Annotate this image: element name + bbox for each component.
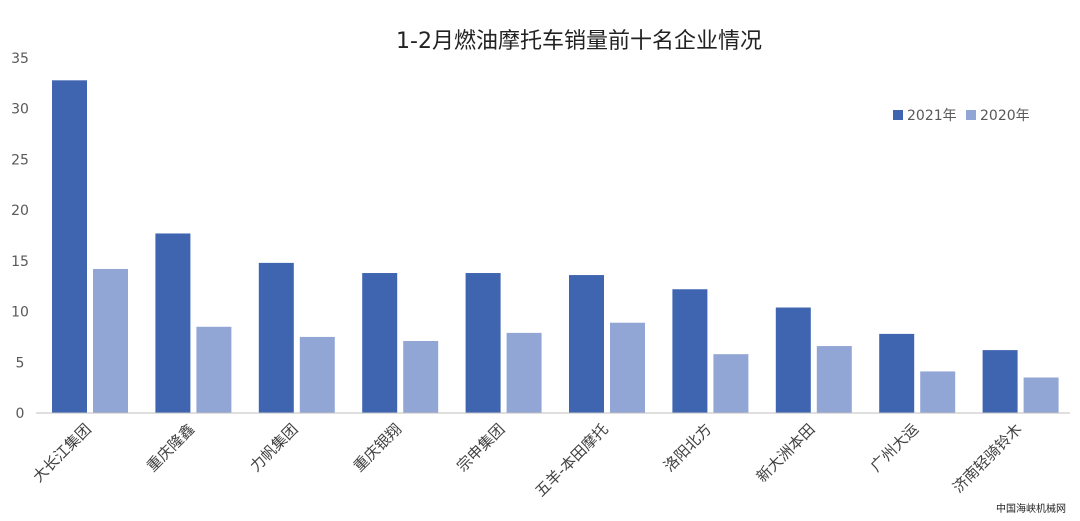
- bar-2020年-洛阳北方: [713, 354, 749, 413]
- x-tick-label: 重庆银翔: [350, 420, 405, 475]
- legend-swatch: [893, 110, 903, 120]
- x-tick-label: 洛阳北方: [660, 420, 715, 475]
- x-axis-labels: 大长江集团 重庆隆鑫 力帆集团 重庆银翔 宗申集团 五羊-本田摩托 洛阳北方 新大洲本田 广州大…: [29, 420, 1025, 500]
- bars: [52, 80, 1059, 414]
- x-tick-label: 力帆集团: [246, 420, 301, 475]
- bar-2021年-济南轻骑铃木: [982, 350, 1018, 413]
- bar-2021年-大长江集团: [52, 80, 87, 414]
- legend: 2021年 2020年: [893, 108, 1030, 124]
- y-tick-label: 30: [11, 102, 29, 118]
- x-tick-label: 重庆隆鑫: [143, 420, 198, 475]
- x-tick-label: 新大洲本田: [753, 420, 819, 486]
- y-axis: 0 5 10 15 20 25 30 35: [11, 51, 29, 422]
- y-tick-label: 25: [11, 152, 29, 168]
- y-tick-label: 35: [11, 51, 29, 67]
- bar-2020年-大长江集团: [93, 268, 128, 413]
- bar-2020年-济南轻骑铃木: [1023, 377, 1059, 413]
- bar-2020年-五羊-本田摩托: [610, 322, 645, 413]
- bar-2021年-洛阳北方: [672, 289, 708, 413]
- y-tick-label: 15: [11, 254, 29, 270]
- x-tick-label: 济南轻骑铃木: [949, 420, 1025, 496]
- bar-2021年-重庆银翔: [362, 273, 398, 413]
- y-tick-label: 5: [16, 355, 25, 371]
- bar-2020年-力帆集团: [299, 336, 335, 413]
- legend-label: 2021年: [907, 108, 957, 124]
- bar-2021年-重庆隆鑫: [155, 233, 191, 413]
- bar-2021年-力帆集团: [258, 262, 294, 413]
- chart-title: 1-2月燃油摩托车销量前十名企业情况: [396, 29, 762, 54]
- y-tick-label: 10: [11, 305, 29, 321]
- bar-2021年-五羊-本田摩托: [569, 275, 604, 413]
- bar-2021年-新大洲本田: [775, 307, 811, 413]
- y-tick-label: 0: [16, 406, 25, 422]
- x-tick-label: 五羊-本田摩托: [532, 420, 612, 500]
- bar-2020年-宗申集团: [506, 332, 542, 413]
- bar-2021年-广州大运: [879, 333, 915, 413]
- bar-2020年-重庆银翔: [403, 340, 439, 413]
- bar-2020年-重庆隆鑫: [196, 326, 232, 413]
- x-tick-label: 大长江集团: [29, 420, 95, 486]
- y-tick-label: 20: [11, 203, 29, 219]
- x-tick-label: 广州大运: [867, 420, 922, 475]
- legend-swatch: [966, 110, 976, 120]
- x-tick-label: 宗申集团: [453, 420, 508, 475]
- legend-label: 2020年: [980, 108, 1030, 124]
- bar-2020年-新大洲本田: [816, 346, 852, 413]
- watermark: 中国海峡机械网: [996, 504, 1066, 515]
- bar-2021年-宗申集团: [465, 273, 501, 413]
- bar-2020年-广州大运: [920, 371, 956, 413]
